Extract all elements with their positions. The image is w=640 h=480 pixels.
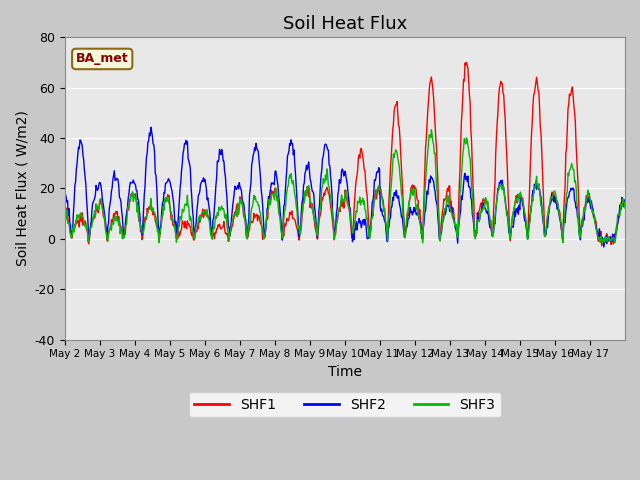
SHF2 xyxy=(230,191,238,197)
SHF3 xyxy=(621,205,629,211)
SHF1 xyxy=(127,198,134,204)
X-axis label: Time: Time xyxy=(328,365,362,379)
SHF3 xyxy=(435,213,442,218)
SHF3 xyxy=(428,127,435,132)
SHF2 xyxy=(600,244,607,250)
SHF3 xyxy=(230,212,237,218)
SHF1 xyxy=(61,202,68,207)
Line: SHF2: SHF2 xyxy=(65,127,625,247)
SHF3 xyxy=(278,235,286,241)
Text: BA_met: BA_met xyxy=(76,52,129,65)
SHF2 xyxy=(621,199,629,204)
SHF1 xyxy=(463,60,470,65)
SHF3 xyxy=(127,196,134,202)
Title: Soil Heat Flux: Soil Heat Flux xyxy=(283,15,407,33)
Line: SHF3: SHF3 xyxy=(65,130,625,243)
SHF2 xyxy=(279,220,287,226)
SHF1 xyxy=(230,217,237,223)
Legend: SHF1, SHF2, SHF3: SHF1, SHF2, SHF3 xyxy=(189,392,500,418)
SHF1 xyxy=(621,199,629,205)
SHF1 xyxy=(403,226,410,231)
SHF3 xyxy=(257,218,265,224)
SHF2 xyxy=(127,180,134,185)
SHF2 xyxy=(258,193,266,199)
SHF2 xyxy=(61,182,68,188)
Y-axis label: Soil Heat Flux ( W/m2): Soil Heat Flux ( W/m2) xyxy=(15,110,29,266)
SHF1 xyxy=(598,243,605,249)
SHF1 xyxy=(257,222,265,228)
SHF3 xyxy=(61,208,68,214)
SHF3 xyxy=(598,240,606,246)
SHF2 xyxy=(147,124,155,130)
SHF3 xyxy=(403,216,410,222)
SHF2 xyxy=(403,223,411,229)
Line: SHF1: SHF1 xyxy=(65,62,625,246)
SHF1 xyxy=(278,237,286,242)
SHF2 xyxy=(435,224,442,230)
SHF1 xyxy=(434,182,442,188)
